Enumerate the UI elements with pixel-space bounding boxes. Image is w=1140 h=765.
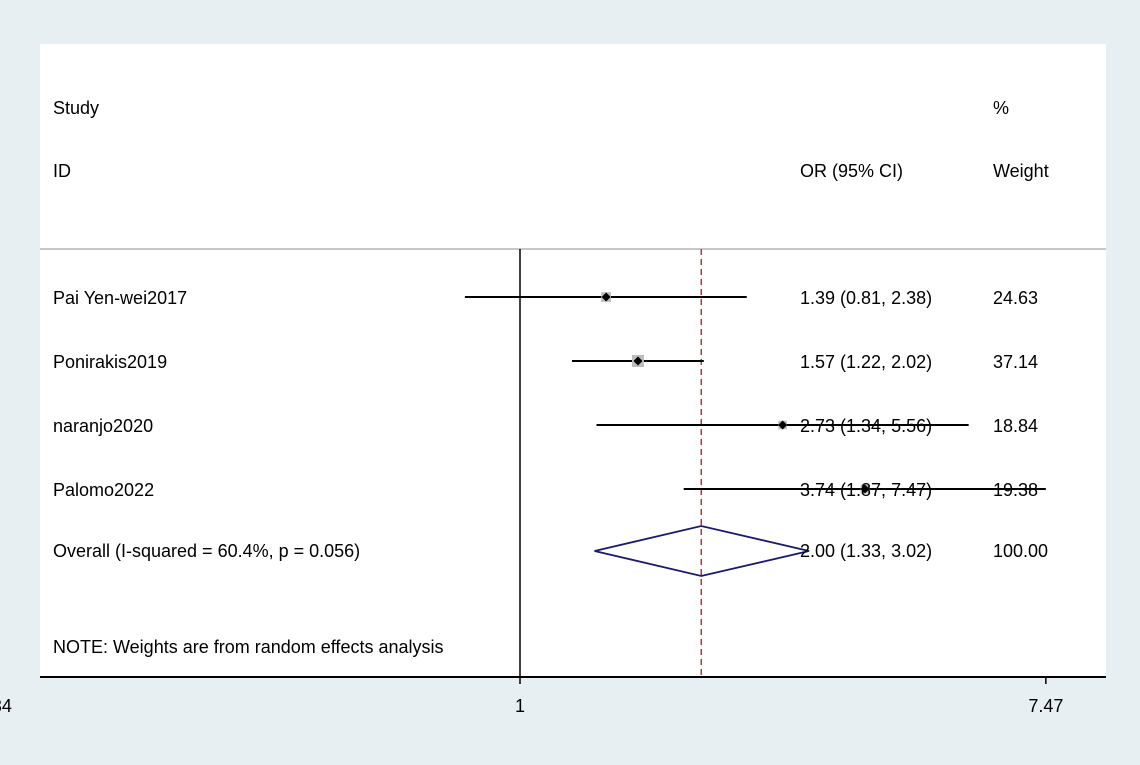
study-row: Pai Yen-wei2017 1.39 (0.81, 2.38) 24.63 bbox=[53, 288, 1038, 308]
x-axis-ticks: .134 1 7.47 bbox=[0, 677, 1063, 716]
x-tick-label: .134 bbox=[0, 696, 12, 716]
overall-label: Overall (I-squared = 60.4%, p = 0.056) bbox=[53, 541, 360, 561]
point-estimate bbox=[860, 484, 870, 494]
weight-text: 37.14 bbox=[993, 352, 1038, 372]
weight-text: 18.84 bbox=[993, 416, 1038, 436]
study-label: Palomo2022 bbox=[53, 480, 154, 500]
overall-weight-text: 100.00 bbox=[993, 541, 1048, 561]
study-rows: Pai Yen-wei2017 1.39 (0.81, 2.38) 24.63 Pon… bbox=[53, 288, 1046, 500]
point-estimate bbox=[778, 420, 788, 430]
study-label: naranjo2020 bbox=[53, 416, 153, 436]
ci-text: 2.73 (1.34, 5.56) bbox=[800, 416, 932, 436]
point-estimate bbox=[633, 356, 643, 366]
weights-note: NOTE: Weights are from random effects an… bbox=[53, 637, 443, 657]
overall-ci-text: 2.00 (1.33, 3.02) bbox=[800, 541, 932, 561]
study-row: Palomo2022 3.74 (1.87, 7.47) 19.38 bbox=[53, 480, 1046, 500]
ci-text: 1.57 (1.22, 2.02) bbox=[800, 352, 932, 372]
weight-text: 19.38 bbox=[993, 480, 1038, 500]
study-row: Ponirakis2019 1.57 (1.22, 2.02) 37.14 bbox=[53, 352, 1038, 372]
point-estimate bbox=[601, 292, 611, 302]
header-weight-label: Weight bbox=[993, 161, 1049, 181]
ci-text: 1.39 (0.81, 2.38) bbox=[800, 288, 932, 308]
header-study-label: Study bbox=[53, 98, 99, 118]
study-label: Pai Yen-wei2017 bbox=[53, 288, 187, 308]
ci-text: 3.74 (1.87, 7.47) bbox=[800, 480, 932, 500]
header-or-ci-label: OR (95% CI) bbox=[800, 161, 903, 181]
header-id-label: ID bbox=[53, 161, 71, 181]
weight-text: 24.63 bbox=[993, 288, 1038, 308]
x-tick-label: 7.47 bbox=[1028, 696, 1063, 716]
study-label: Ponirakis2019 bbox=[53, 352, 167, 372]
x-tick-label: 1 bbox=[515, 696, 525, 716]
overall-diamond bbox=[594, 525, 810, 577]
header-percent-label: % bbox=[993, 98, 1009, 118]
study-row: naranjo2020 2.73 (1.34, 5.56) 18.84 bbox=[53, 416, 1038, 436]
